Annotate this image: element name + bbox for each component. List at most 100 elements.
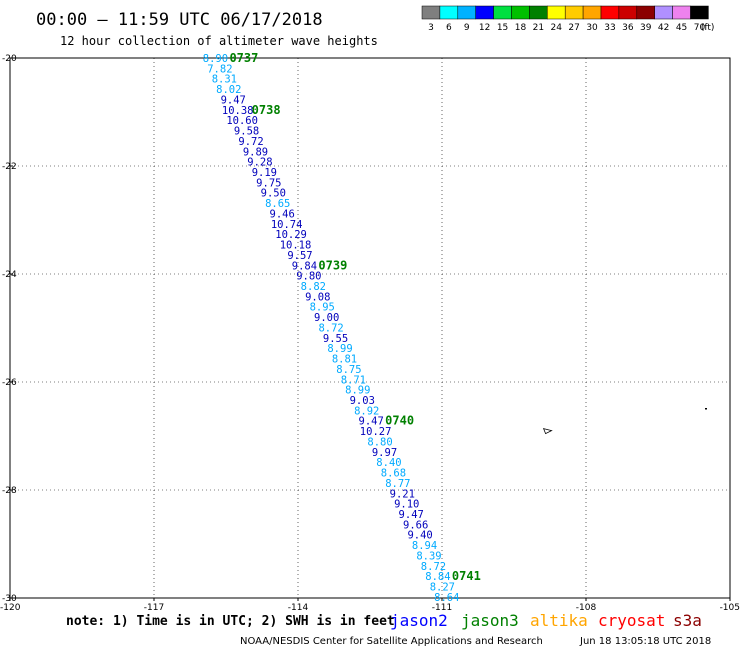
island-outline	[542, 428, 553, 435]
colorbar-label: 27	[568, 23, 579, 33]
colorbar-label: 36	[622, 23, 634, 33]
wave-height-value: 9.80	[296, 271, 321, 283]
colorbar-swatch	[547, 5, 566, 20]
footer-credit: NOAA/NESDIS Center for Satellite Applica…	[240, 636, 543, 647]
wave-height-value: 9.50	[261, 188, 286, 200]
satellite-label-altika: altika	[530, 611, 588, 630]
chart-subtitle: 12 hour collection of altimeter wave hei…	[60, 34, 378, 48]
colorbar-unit: (ft)	[701, 23, 715, 33]
colorbar-swatch	[421, 5, 441, 20]
colorbar-swatch	[511, 5, 530, 20]
footer-timestamp: Jun 18 13:05:18 UTC 2018	[579, 636, 711, 647]
colorbar-swatch	[493, 5, 512, 20]
colorbar-label: 24	[551, 23, 563, 33]
y-tick-label: -26	[2, 378, 17, 388]
wave-height-value: 8.95	[310, 302, 335, 314]
y-tick-label: -22	[2, 162, 17, 172]
wave-height-value: 9.08	[305, 291, 330, 303]
wave-height-value: 8.90	[203, 53, 228, 65]
wave-height-value: 8.65	[265, 198, 290, 210]
y-tick-label: -28	[2, 486, 17, 496]
x-tick-label: -111	[432, 603, 452, 613]
y-tick-label: -30	[2, 594, 17, 604]
wave-height-value: 10.38	[222, 105, 254, 117]
x-tick-label: -105	[720, 603, 740, 613]
colorbar-label: 3	[428, 23, 434, 33]
colorbar-swatch	[457, 5, 476, 20]
colorbar-label: 30	[586, 23, 598, 33]
wave-height-value: 8.27	[430, 582, 455, 594]
colorbar-swatch	[564, 5, 584, 20]
wave-height-value: 8.31	[212, 74, 237, 86]
wave-height-value: 8.75	[336, 364, 361, 376]
satellite-label-cryosat: cryosat	[598, 611, 665, 630]
grid-lines	[10, 58, 730, 598]
colorbar-label: 70	[694, 23, 706, 33]
time-label: 0738	[252, 103, 281, 117]
wave-height-value: 8.94	[412, 540, 437, 552]
wave-height-value: 9.40	[407, 530, 432, 542]
wave-height-value: 9.21	[390, 488, 415, 500]
wave-height-value: 8.39	[416, 550, 441, 562]
wave-height-value: 8.84	[425, 571, 450, 583]
wave-height-value: 8.64	[434, 592, 459, 604]
x-tick-label: -117	[144, 603, 164, 613]
colorbar-label: 9	[464, 23, 470, 33]
wave-height-value: 9.10	[394, 499, 419, 511]
wave-height-value: 10.29	[275, 229, 307, 241]
wave-height-value: 9.72	[238, 136, 263, 148]
wave-height-value: 9.47	[399, 509, 424, 521]
colorbar-swatch	[600, 5, 620, 20]
satellite-legend: jason2 jason3 altika cryosat s3a	[390, 611, 702, 630]
wave-height-value: 8.81	[332, 354, 357, 366]
wave-height-value: 8.80	[367, 436, 392, 448]
plot-frame	[9, 57, 731, 599]
satellite-label-jason3: jason3	[461, 611, 519, 630]
colorbar-swatch	[582, 5, 602, 20]
wave-height-value: 8.99	[345, 385, 370, 397]
wave-height-value: 8.72	[421, 561, 446, 573]
time-label: 0741	[452, 569, 481, 583]
wave-height-value: 10.60	[226, 115, 258, 127]
wave-height-value: 10.18	[280, 240, 312, 252]
satellite-label-jason2: jason2	[390, 611, 448, 630]
colorbar-label: 18	[515, 23, 527, 33]
satellite-label-s3a: s3a	[673, 611, 702, 630]
chart-title: 00:00 – 11:59 UTC 06/17/2018	[36, 10, 323, 30]
time-label: 0737	[229, 51, 258, 65]
wave-height-value: 8.72	[318, 322, 343, 334]
wave-height-value: 9.55	[323, 333, 348, 345]
island-dot	[705, 408, 707, 410]
colorbar-swatch	[439, 5, 459, 20]
wave-height-value: 8.92	[354, 405, 379, 417]
island-markers	[542, 408, 707, 435]
colorbar-swatch	[529, 5, 548, 20]
wave-height-value: 8.40	[376, 457, 401, 469]
wave-height-value: 8.77	[385, 478, 410, 490]
wave-height-value: 9.47	[221, 94, 246, 106]
wave-height-value: 10.74	[271, 219, 303, 231]
colorbar-label: 39	[640, 23, 652, 33]
wave-height-value: 9.57	[287, 250, 312, 262]
colorbar-label: 6	[446, 23, 452, 33]
colorbar-swatch	[690, 5, 709, 20]
y-axis-ticks: -20 -22 -24 -26 -28 -30	[2, 54, 17, 604]
wave-height-value: 8.99	[327, 343, 352, 355]
y-tick-label: -24	[2, 270, 17, 280]
colorbar-label: 33	[604, 23, 615, 33]
x-axis-ticks: -120 -117 -114 -111 -108 -105	[0, 598, 740, 613]
wave-height-points: 8.907.828.318.029.4710.3810.609.589.729.…	[203, 53, 460, 604]
wave-height-value: 9.66	[403, 519, 428, 531]
time-labels: 0737 0738 0739 0740 0741	[229, 51, 480, 583]
colorbar-label: 45	[676, 23, 687, 33]
plot-area: -120 -117 -114 -111 -108 -105 -20 -22 -24 -26 -28…	[0, 51, 740, 613]
wave-height-value: 9.84	[292, 260, 317, 272]
colorbar-swatch	[618, 5, 638, 20]
wave-height-value: 9.03	[350, 395, 375, 407]
colorbar-label: 15	[497, 23, 508, 33]
wave-height-value: 8.71	[341, 374, 366, 386]
time-label: 0740	[385, 414, 414, 428]
wave-height-value: 7.82	[207, 63, 232, 75]
wave-height-value: 8.02	[216, 84, 241, 96]
